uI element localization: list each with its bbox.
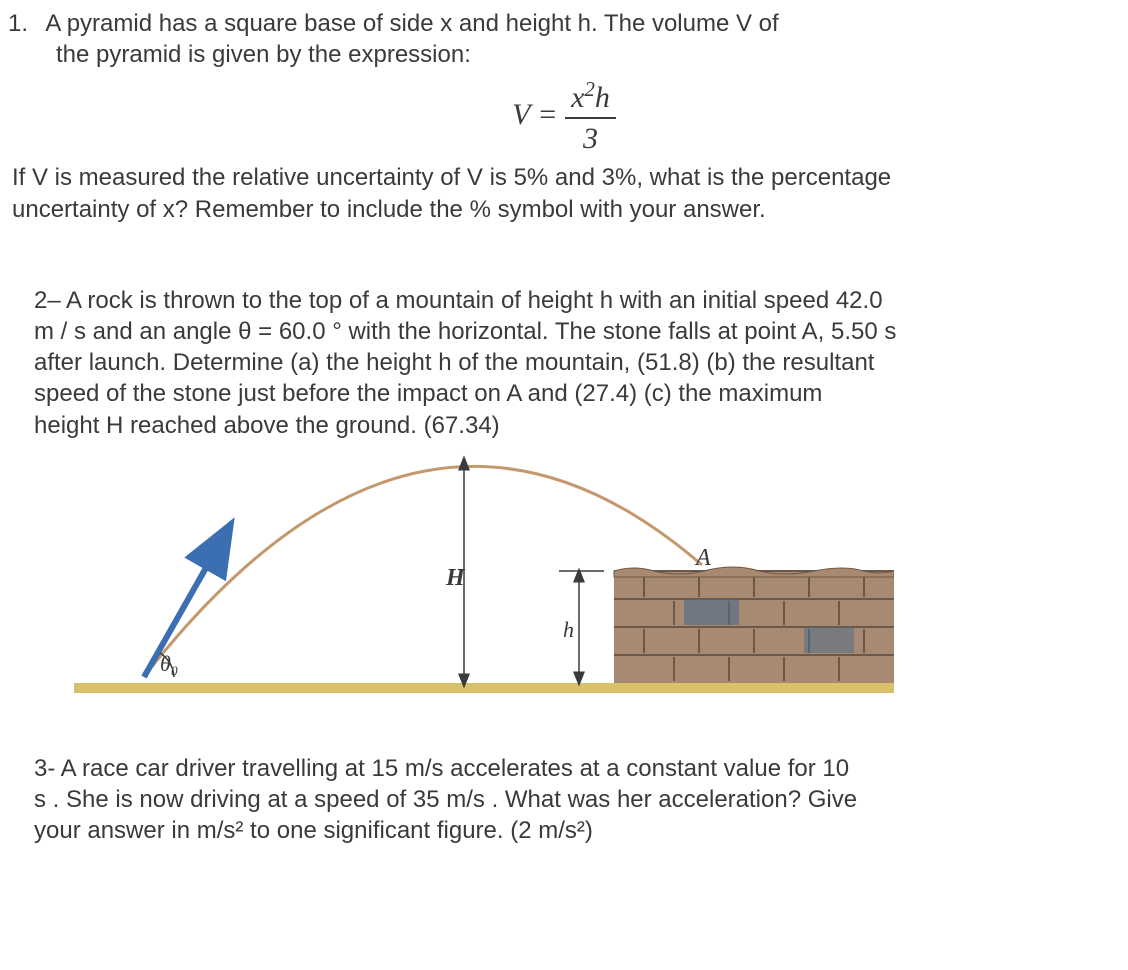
q2-line3: after launch. Determine (a) the height h… <box>34 347 1116 378</box>
q3-line3: your answer in m/s² to one significant f… <box>34 815 1116 846</box>
q2-line1: 2– A rock is thrown to the top of a moun… <box>34 285 1116 316</box>
q1-formula-lhs: V = <box>512 98 558 131</box>
svg-text:A: A <box>694 545 711 571</box>
question-1: 1. A pyramid has a square base of side x… <box>12 8 1116 225</box>
q1-line2: the pyramid is given by the expression: <box>12 39 1116 70</box>
q1-line4: uncertainty of x? Remember to include th… <box>12 194 1116 225</box>
q3-line2: s . She is now driving at a speed of 35 … <box>34 784 1116 815</box>
q2-line5: height H reached above the ground. (67.3… <box>34 410 1116 441</box>
question-3: 3- A race car driver travelling at 15 m/… <box>12 753 1116 847</box>
svg-text:θ₀: θ₀ <box>160 651 178 676</box>
q1-line1: A pyramid has a square base of side x an… <box>45 10 778 37</box>
projectile-diagram: θ₀ Hh A <box>74 445 1116 723</box>
diagram-svg: θ₀ Hh A <box>74 445 894 715</box>
svg-text:h: h <box>563 617 574 642</box>
q1-number: 1. <box>12 8 40 39</box>
svg-text:H: H <box>445 565 466 591</box>
q1-line3: If V is measured the relative uncertaint… <box>12 162 1116 193</box>
question-2: 2– A rock is thrown to the top of a moun… <box>12 285 1116 723</box>
q1-formula: V = x2h 3 <box>12 76 1116 158</box>
q1-formula-num: x2h <box>565 76 616 117</box>
q1-line1-wrap: 1. A pyramid has a square base of side x… <box>12 8 1116 39</box>
q2-line2: m / s and an angle θ = 60.0 ° with the h… <box>34 316 1116 347</box>
q1-formula-den: 3 <box>565 117 616 158</box>
q2-line4: speed of the stone just before the impac… <box>34 378 1116 409</box>
q1-formula-frac: x2h 3 <box>565 76 616 158</box>
q3-line1: 3- A race car driver travelling at 15 m/… <box>34 753 1116 784</box>
